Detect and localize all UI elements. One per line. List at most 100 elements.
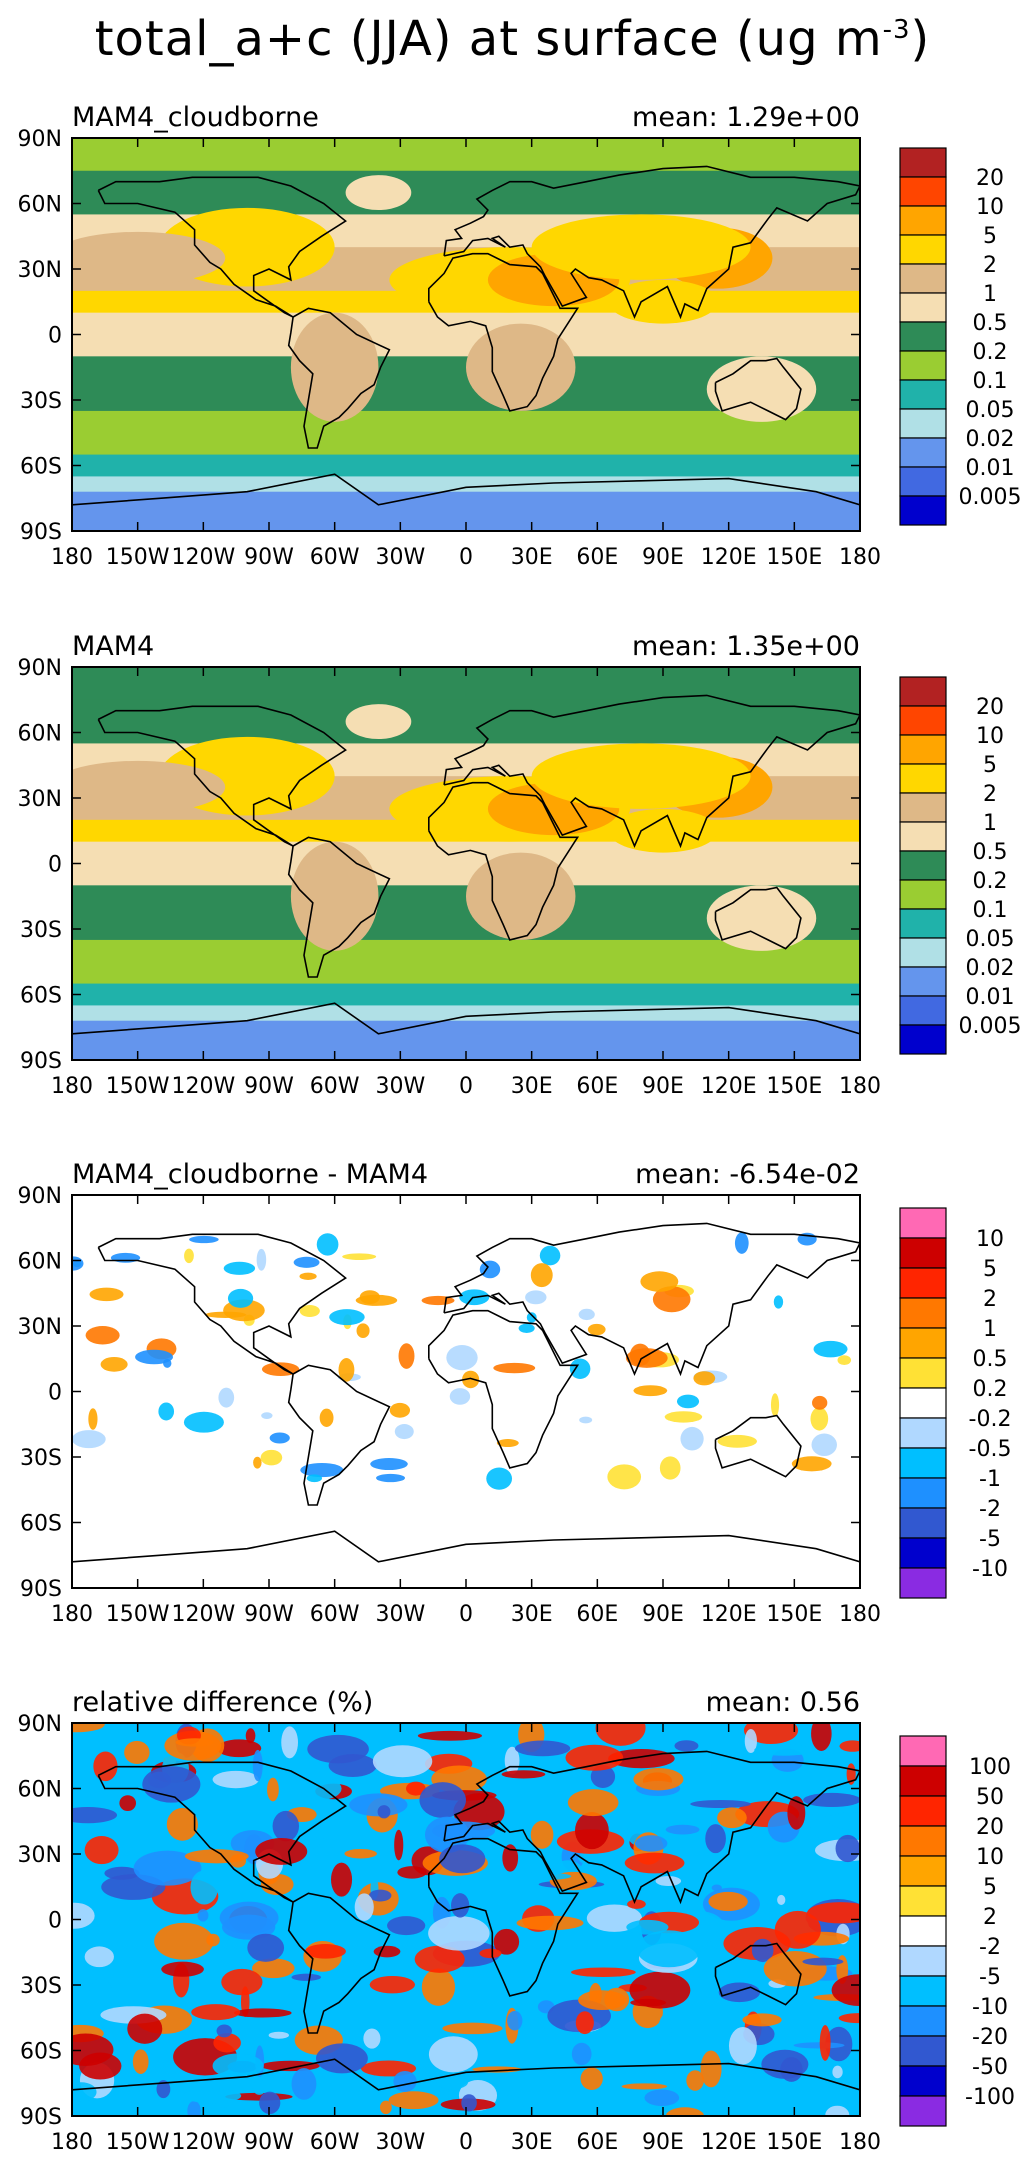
colorbar-label: 10 bbox=[976, 724, 1004, 749]
x-tick-label: 60E bbox=[576, 545, 618, 570]
colorbar-box bbox=[899, 763, 947, 794]
field-band bbox=[72, 454, 860, 478]
coastline bbox=[714, 1942, 802, 2006]
colorbar-label: -2 bbox=[979, 1497, 1001, 1522]
colorbar-box bbox=[899, 2095, 947, 2127]
field-feature bbox=[124, 1740, 150, 1764]
field-band bbox=[72, 983, 860, 1007]
field-feature bbox=[571, 2042, 592, 2066]
field-feature bbox=[369, 1975, 415, 1994]
field-feature bbox=[626, 1919, 669, 1935]
field-feature bbox=[449, 1388, 471, 1405]
colorbar-label: 2 bbox=[983, 1287, 997, 1312]
field-feature bbox=[693, 1371, 716, 1386]
y-tick-label: 90S bbox=[20, 2105, 62, 2130]
field-feature bbox=[569, 1358, 591, 1379]
colorbar-box bbox=[899, 792, 947, 823]
field-feature bbox=[680, 1426, 704, 1451]
field-feature bbox=[640, 1271, 679, 1292]
field-feature bbox=[345, 704, 412, 740]
field-feature bbox=[269, 1432, 290, 1444]
colorbar-box bbox=[899, 1024, 947, 1055]
field-feature bbox=[498, 2095, 524, 2114]
colorbar-box bbox=[899, 2005, 947, 2037]
coastline bbox=[72, 473, 860, 506]
field-feature bbox=[377, 1805, 391, 1819]
field-feature bbox=[306, 1474, 323, 1483]
field-feature bbox=[807, 1902, 860, 1924]
field-feature bbox=[132, 2049, 149, 2074]
x-tick-label: 180 bbox=[51, 2130, 93, 2155]
field-feature bbox=[835, 1834, 860, 1863]
colorbar-box bbox=[899, 1765, 947, 1797]
x-tick-label: 30W bbox=[375, 545, 425, 570]
colorbar-box bbox=[899, 1915, 947, 1947]
field-feature bbox=[268, 2031, 289, 2039]
field-feature bbox=[791, 1456, 832, 1472]
field-feature bbox=[72, 1430, 106, 1449]
x-tick-label: 60E bbox=[576, 1074, 618, 1099]
x-tick-label: 90E bbox=[642, 545, 684, 570]
coastline bbox=[287, 836, 391, 978]
field-feature bbox=[590, 1765, 616, 1789]
field-feature bbox=[389, 1402, 411, 1418]
field-feature bbox=[621, 2083, 668, 2090]
field-feature bbox=[754, 1744, 814, 1756]
field-feature bbox=[394, 1829, 404, 1861]
coastline bbox=[443, 165, 860, 320]
colorbar-label: 5 bbox=[983, 753, 997, 778]
colorbar-label: -5 bbox=[979, 1965, 1001, 1990]
panel-2: MAM4 mean: 1.35e+00 180 150W 120W 90W 60W 30W 0 3… bbox=[18, 631, 1022, 1099]
field-feature bbox=[84, 1835, 119, 1865]
colorbar-label: 0.02 bbox=[966, 956, 1015, 981]
field-feature bbox=[461, 2094, 477, 2112]
field-feature bbox=[299, 1272, 317, 1280]
colorbar-box bbox=[899, 1237, 947, 1269]
field-feature bbox=[706, 356, 817, 422]
y-tick-label: 0 bbox=[48, 1909, 62, 1934]
coastline bbox=[72, 2058, 860, 2091]
x-tick-label: 60E bbox=[576, 1602, 618, 1627]
x-tick-label: 150E bbox=[766, 1074, 822, 1099]
field-feature bbox=[419, 1782, 466, 1818]
field-feature bbox=[372, 1745, 433, 1778]
field-feature bbox=[247, 1933, 285, 1962]
coastline bbox=[714, 886, 802, 950]
y-tick-label: 60S bbox=[20, 2040, 62, 2065]
field-feature bbox=[446, 1345, 478, 1371]
y-tick-label: 30S bbox=[20, 1446, 62, 1471]
field-feature bbox=[203, 2107, 250, 2116]
colorbar-label: 1 bbox=[983, 1317, 997, 1342]
y-tick-label: 30S bbox=[20, 389, 62, 414]
field-feature bbox=[221, 1968, 263, 1996]
field-feature bbox=[316, 1233, 339, 1256]
field-feature bbox=[706, 885, 817, 951]
x-tick-label: 120E bbox=[701, 1074, 757, 1099]
field-feature bbox=[260, 2060, 320, 2072]
x-tick-label: 90E bbox=[642, 2130, 684, 2155]
field-feature bbox=[166, 1808, 198, 1841]
field-feature bbox=[212, 1770, 259, 1789]
field-feature bbox=[793, 2042, 845, 2049]
field-feature bbox=[825, 2105, 850, 2116]
field-feature bbox=[763, 1950, 827, 1987]
field-feature bbox=[717, 1807, 747, 1829]
x-tick-label: 60W bbox=[310, 1074, 360, 1099]
colorbar-box bbox=[899, 1735, 947, 1767]
y-tick-label: 90N bbox=[18, 1184, 62, 1209]
field-feature bbox=[261, 1412, 273, 1420]
field-feature bbox=[245, 1728, 256, 1744]
field-band bbox=[72, 1005, 860, 1022]
coastline bbox=[97, 1761, 347, 1903]
colorbar-box bbox=[899, 1945, 947, 1977]
field-feature bbox=[711, 1884, 722, 1892]
field-feature bbox=[184, 1849, 249, 1864]
x-tick-label: 150W bbox=[106, 545, 170, 570]
x-tick-label: 180 bbox=[51, 545, 93, 570]
field-feature bbox=[100, 1356, 128, 1372]
y-tick-label: 90S bbox=[20, 520, 62, 545]
field-feature bbox=[72, 1807, 118, 1824]
colorbar-label: 5 bbox=[983, 1875, 997, 1900]
field-feature bbox=[119, 1795, 137, 1812]
